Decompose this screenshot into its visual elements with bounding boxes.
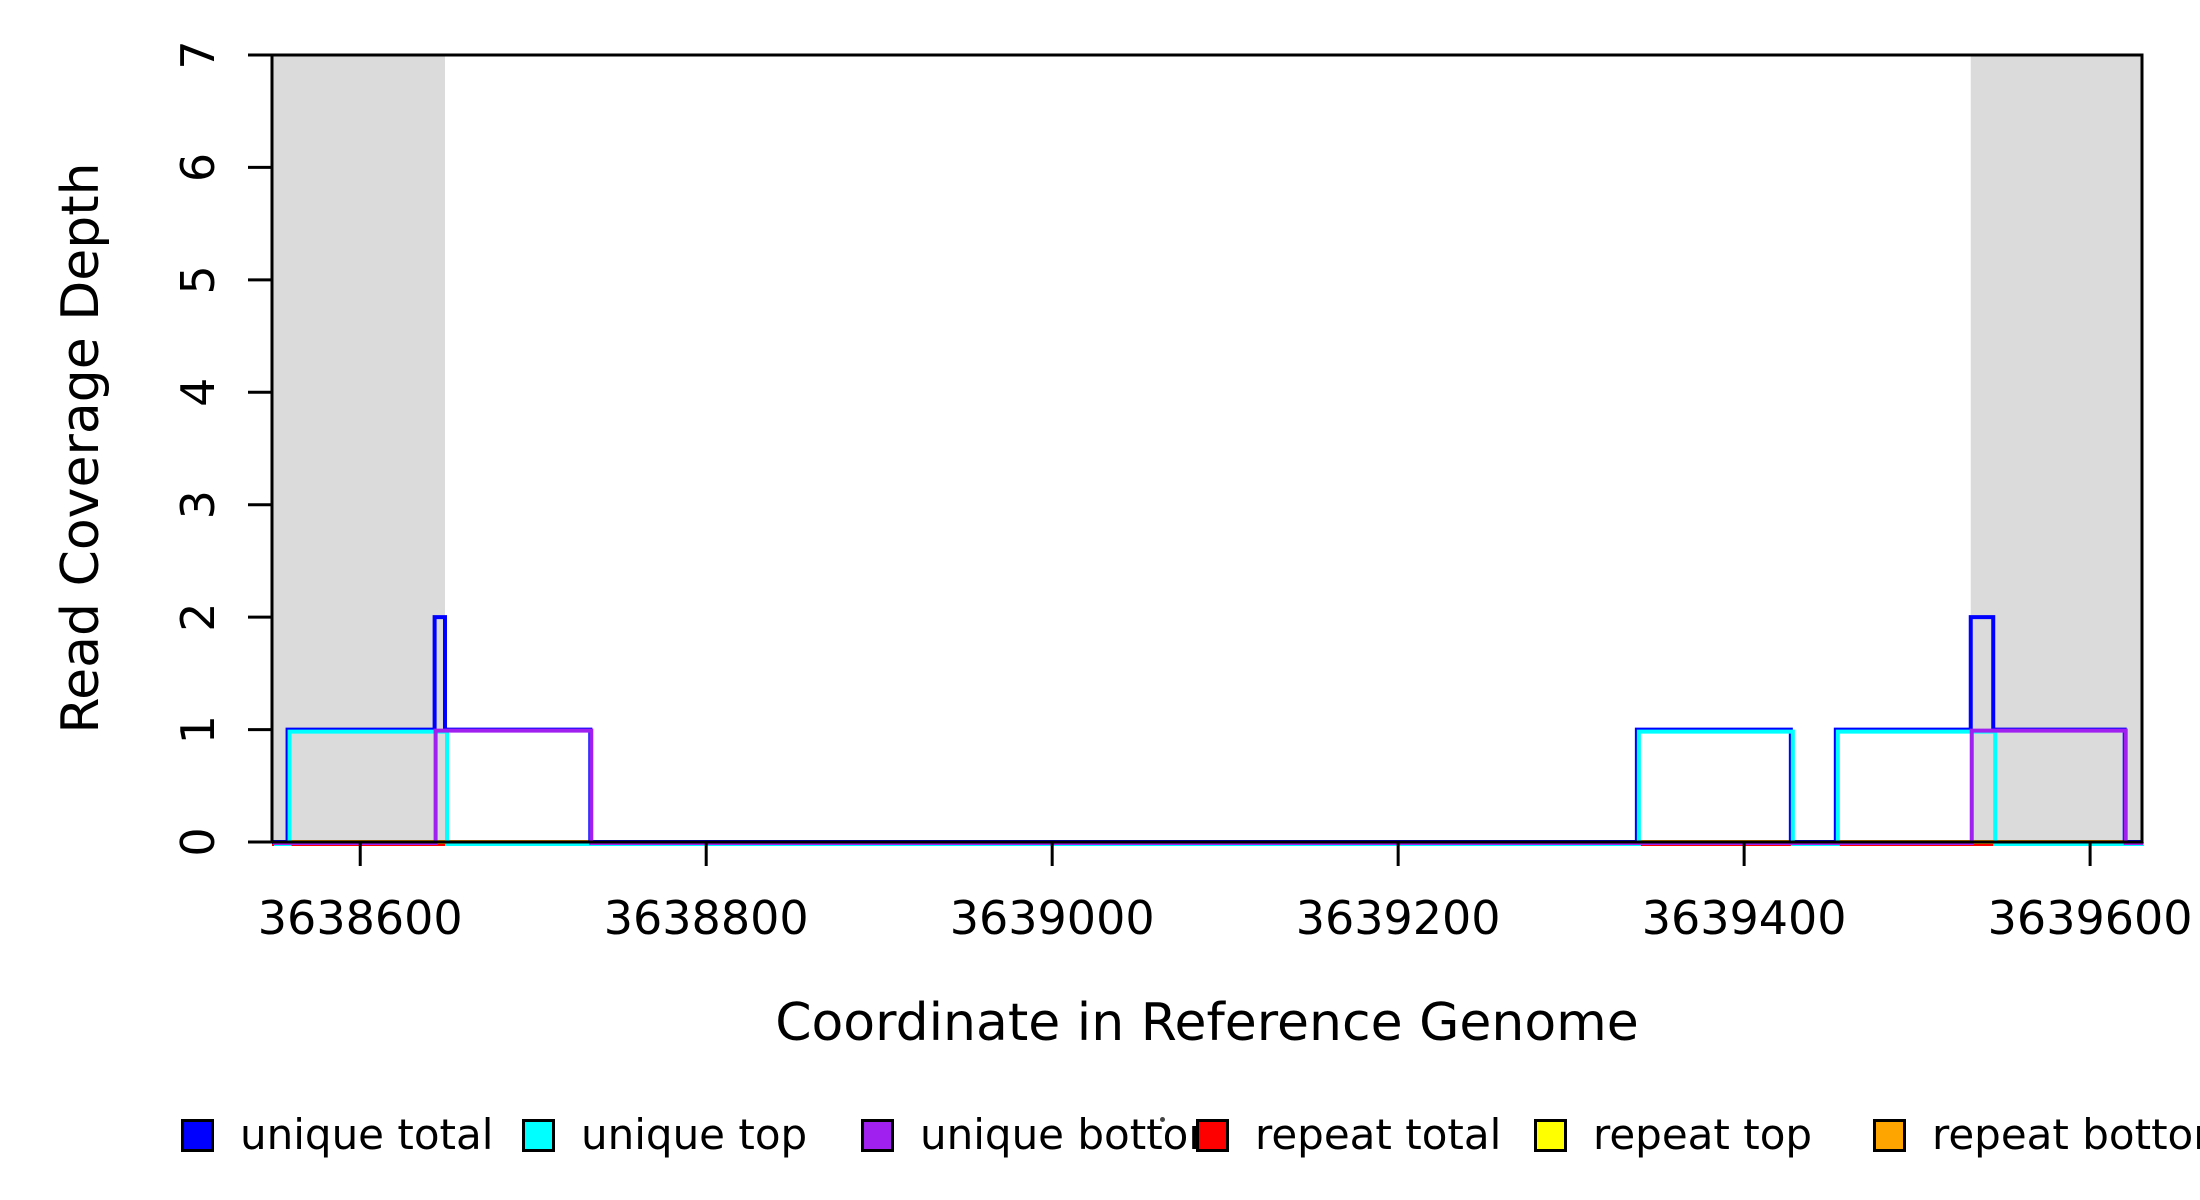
legend-label: unique total xyxy=(240,1110,494,1159)
legend-item-repeat-total: repeat total xyxy=(1196,1110,1502,1159)
x-axis-title: Coordinate in Reference Genome xyxy=(775,993,1639,1053)
svg-text:0: 0 xyxy=(171,827,225,856)
svg-text:3638800: 3638800 xyxy=(604,891,809,945)
legend-item-repeat-top: repeat top xyxy=(1534,1110,1813,1159)
legend-swatch-unique-top-icon xyxy=(522,1118,555,1152)
shaded-repeat-regions xyxy=(272,55,2142,842)
legend-label: unique top xyxy=(581,1110,808,1159)
coverage-traces xyxy=(272,615,2144,846)
legend-label: unique bottom xyxy=(920,1110,1230,1159)
svg-text:3639000: 3639000 xyxy=(950,891,1155,945)
svg-text:3: 3 xyxy=(171,490,225,519)
svg-text:3639200: 3639200 xyxy=(1296,891,1501,945)
stray-mark xyxy=(1160,1117,1165,1122)
legend-label: repeat total xyxy=(1255,1110,1502,1159)
legend-swatch-repeat-bottom-icon xyxy=(1873,1118,1906,1152)
svg-text:3638600: 3638600 xyxy=(258,891,463,945)
legend-label: repeat top xyxy=(1593,1110,1813,1159)
legend-swatch-repeat-total-icon xyxy=(1196,1118,1229,1152)
svg-text:3639600: 3639600 xyxy=(1988,891,2193,945)
svg-text:1: 1 xyxy=(171,715,225,744)
svg-text:4: 4 xyxy=(171,378,225,407)
legend-label: repeat bottom xyxy=(1932,1110,2200,1159)
legend-item-unique-bottom: unique bottom xyxy=(861,1110,1230,1159)
svg-text:6: 6 xyxy=(171,153,225,182)
y-axis-title: Read Coverage Depth xyxy=(51,162,111,733)
legend-swatch-repeat-top-icon xyxy=(1534,1118,1567,1152)
legend-swatch-unique-bottom-icon xyxy=(861,1118,894,1152)
legend-item-unique-total: unique total xyxy=(181,1110,494,1159)
legend-item-repeat-bottom: repeat bottom xyxy=(1873,1110,2200,1159)
axes: 3638600 3638800 3639000 3639200 3639400 36396… xyxy=(171,40,2193,945)
legend-item-unique-top: unique top xyxy=(522,1110,808,1159)
svg-text:3639400: 3639400 xyxy=(1642,891,1847,945)
legend-swatch-unique-total-icon xyxy=(181,1118,214,1152)
legend: unique total unique top unique bottom re… xyxy=(0,0,2200,1156)
svg-text:2: 2 xyxy=(171,603,225,632)
svg-text:7: 7 xyxy=(171,40,225,69)
svg-text:5: 5 xyxy=(171,265,225,294)
